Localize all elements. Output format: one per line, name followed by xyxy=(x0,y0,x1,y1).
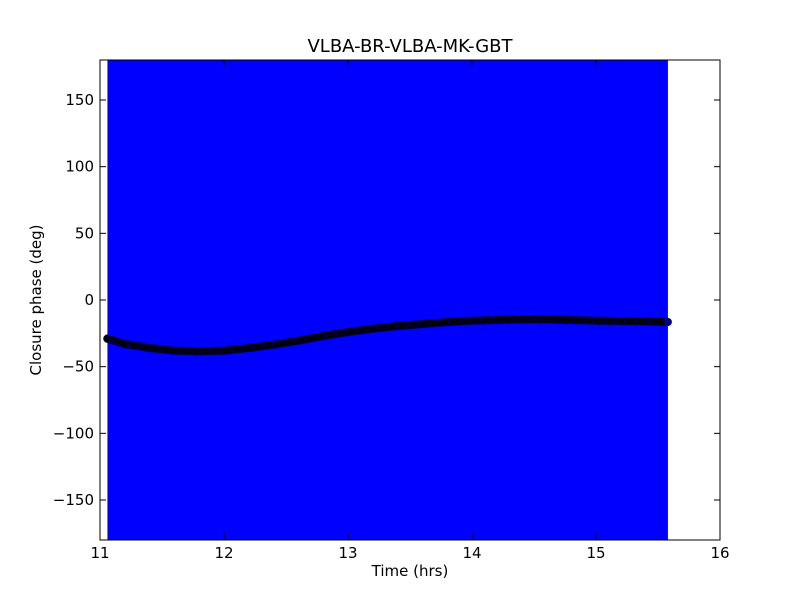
y-tick-label: 100 xyxy=(65,158,94,176)
errorbar-band xyxy=(107,60,668,540)
y-tick-label: −150 xyxy=(53,491,94,509)
x-axis-label: Time (hrs) xyxy=(371,562,449,580)
y-tick-labels: −150 −100 −50 0 50 100 150 xyxy=(53,91,94,509)
x-tick-label: 16 xyxy=(710,544,729,562)
x-tick-label: 15 xyxy=(586,544,605,562)
x-tick-label: 14 xyxy=(462,544,481,562)
chart-title: VLBA-BR-VLBA-MK-GBT xyxy=(307,36,513,57)
y-tick-label: −100 xyxy=(53,424,94,442)
data-points xyxy=(103,315,672,356)
x-tick-label: 11 xyxy=(90,544,109,562)
x-tick-labels: 11 12 13 14 15 16 xyxy=(90,544,729,562)
y-axis-label: Closure phase (deg) xyxy=(27,225,45,376)
y-tick-label: 50 xyxy=(75,224,94,242)
x-tick-label: 12 xyxy=(214,544,233,562)
y-tick-label: 0 xyxy=(84,291,94,309)
y-tick-label: −50 xyxy=(62,358,94,376)
y-tick-label: 150 xyxy=(65,91,94,109)
x-tick-label: 13 xyxy=(338,544,357,562)
data-point xyxy=(663,318,672,326)
plot-area xyxy=(99,59,721,541)
plot-frame xyxy=(99,59,721,541)
